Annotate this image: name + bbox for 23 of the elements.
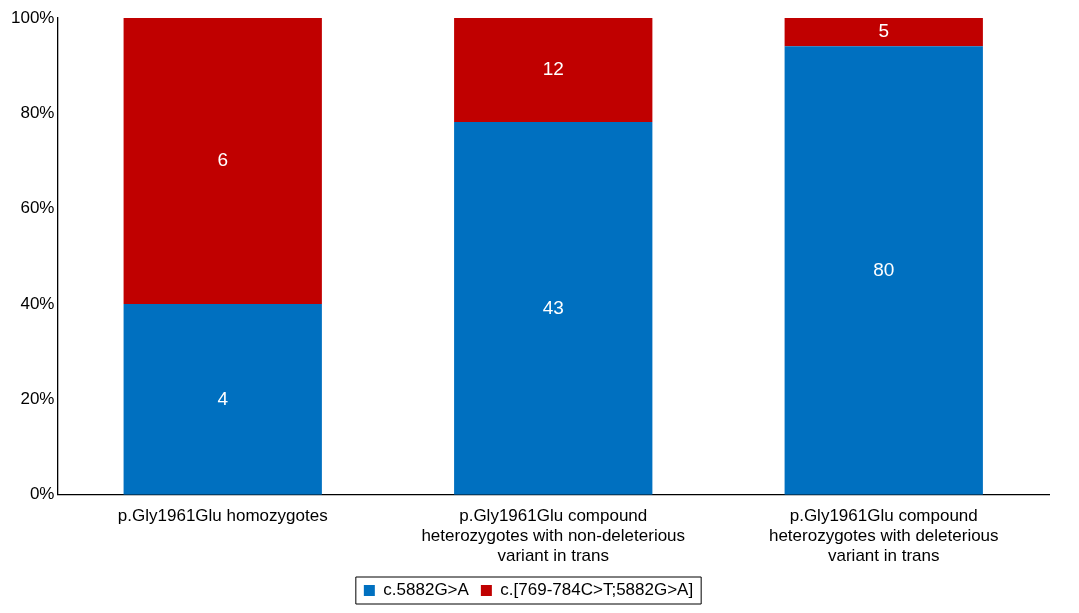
annotation: 6 xyxy=(217,149,229,171)
annotation: 5 xyxy=(878,20,890,42)
annotation: 43 xyxy=(542,296,564,318)
annotation: 4 xyxy=(217,387,229,409)
legend-label: c.5882G>A xyxy=(383,580,470,600)
bar xyxy=(784,46,983,495)
y-tick-label: 0% xyxy=(29,484,55,504)
x-tick-label: p.Gly1961Glu compound heterozygotes with non-deleterious variant in trans xyxy=(421,505,686,566)
x-tick-label: p.Gly1961Glu compound heterozygotes with deleterious variant in trans xyxy=(768,505,999,566)
y-tick-label: 80% xyxy=(20,103,55,123)
bar xyxy=(784,18,983,47)
x-tick-label: p.Gly1961Glu homozygotes xyxy=(117,505,328,525)
y-tick-label: 100% xyxy=(11,7,55,27)
bar xyxy=(123,18,322,305)
annotation: 12 xyxy=(542,58,564,80)
bar xyxy=(123,304,322,495)
annotation: 80 xyxy=(873,258,895,280)
bar xyxy=(454,18,653,122)
y-tick-label: 20% xyxy=(20,389,55,409)
legend-label: c.[769-784C>T;5882G>A] xyxy=(500,580,694,600)
y-tick-label: 60% xyxy=(20,198,55,218)
y-tick-label: 40% xyxy=(20,293,55,313)
bar xyxy=(454,121,653,495)
